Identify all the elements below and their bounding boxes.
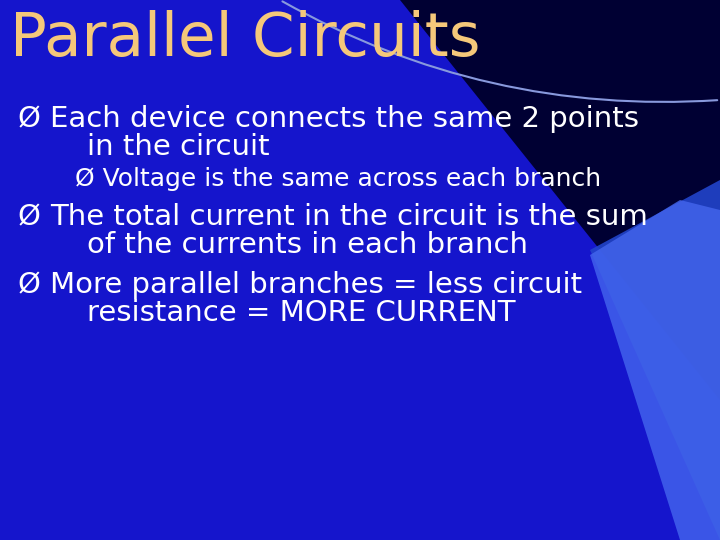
Text: Each device connects the same 2 points: Each device connects the same 2 points <box>50 105 639 133</box>
Polygon shape <box>590 180 720 540</box>
Text: Ø Voltage is the same across each branch: Ø Voltage is the same across each branch <box>75 167 601 191</box>
Polygon shape <box>590 200 720 540</box>
Text: Ø: Ø <box>18 271 41 299</box>
Polygon shape <box>400 0 720 400</box>
Text: The total current in the circuit is the sum: The total current in the circuit is the … <box>50 203 648 231</box>
Text: Ø: Ø <box>18 203 41 231</box>
Text: Parallel Circuits: Parallel Circuits <box>10 10 480 69</box>
Text: in the circuit: in the circuit <box>50 133 269 161</box>
Text: of the currents in each branch: of the currents in each branch <box>50 231 528 259</box>
Text: More parallel branches = less circuit: More parallel branches = less circuit <box>50 271 582 299</box>
Text: Ø: Ø <box>18 105 41 133</box>
Text: resistance = MORE CURRENT: resistance = MORE CURRENT <box>50 299 516 327</box>
